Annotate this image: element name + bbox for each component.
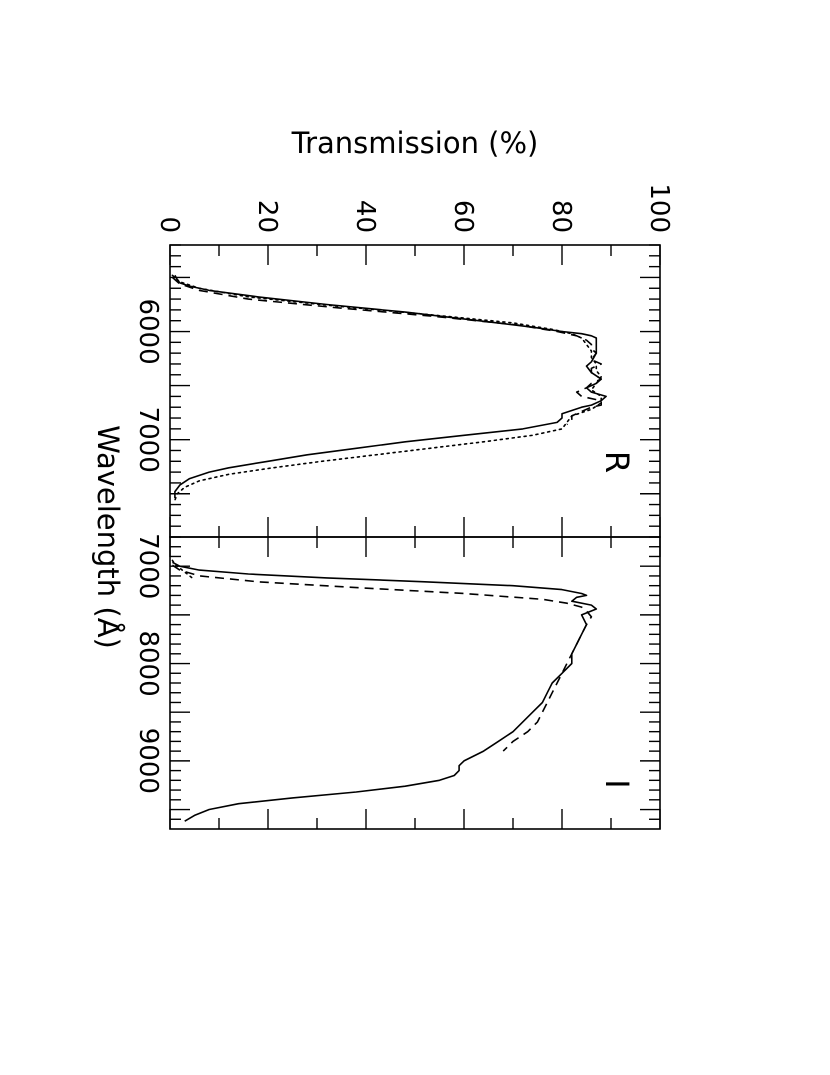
panel-r: 6000 7000 0 20 40 60 80 100 R — [133, 183, 674, 538]
series-dotted-line — [171, 274, 602, 501]
y-tick-label: 60 — [448, 200, 478, 233]
panel-r-frame — [169, 244, 661, 538]
x-tick-label: 8000 — [133, 630, 163, 696]
panel-label-r: R — [598, 451, 636, 473]
y-tick-label: 100 — [644, 183, 674, 233]
y-axis-label: Transmission (%) — [291, 126, 539, 160]
x-tick-label: 7000 — [133, 533, 163, 599]
series-dashed-line — [171, 564, 593, 752]
x-tick-label: 6000 — [133, 298, 163, 364]
series-solid-line — [174, 274, 607, 499]
series-dotted-line — [171, 559, 196, 581]
panel-i: 7000 8000 9000 I — [133, 533, 661, 830]
y-tick-label: 0 — [154, 216, 184, 233]
chart-rotated-group: 6000 7000 0 20 40 60 80 100 R 7000 8000 9000 I Wavele… — [91, 126, 674, 830]
y-tick-label: 80 — [546, 200, 576, 233]
series-dashed-line — [171, 276, 602, 426]
x-tick-label: 9000 — [133, 728, 163, 794]
plot-area: 6000 7000 0 20 40 60 80 100 R 7000 8000 9000 I Wavele… — [91, 126, 674, 830]
series-solid-line — [172, 561, 598, 822]
x-axis-label: Wavelength (Å) — [91, 425, 125, 649]
y-tick-label: 40 — [350, 200, 380, 233]
y-tick-label: 20 — [252, 200, 282, 233]
x-tick-label: 7000 — [133, 407, 163, 473]
panel-label-i: I — [598, 779, 636, 788]
